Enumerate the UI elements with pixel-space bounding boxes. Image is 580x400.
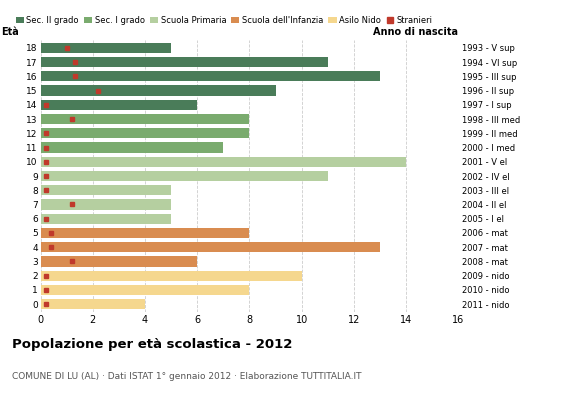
Text: Età: Età [1, 27, 19, 37]
Bar [41, 256, 197, 266]
Legend: Sec. II grado, Sec. I grado, Scuola Primaria, Scuola dell'Infanzia, Asilo Nido, : Sec. II grado, Sec. I grado, Scuola Prim… [16, 16, 433, 25]
Bar [41, 43, 171, 53]
Bar [41, 285, 249, 295]
Bar [41, 270, 302, 281]
Bar [41, 171, 328, 181]
Bar [41, 100, 197, 110]
Bar [41, 114, 249, 124]
Bar [41, 142, 223, 153]
Text: Popolazione per età scolastica - 2012: Popolazione per età scolastica - 2012 [12, 338, 292, 351]
Bar [41, 86, 276, 96]
Bar [41, 214, 171, 224]
Text: COMUNE DI LU (AL) · Dati ISTAT 1° gennaio 2012 · Elaborazione TUTTITALIA.IT: COMUNE DI LU (AL) · Dati ISTAT 1° gennai… [12, 372, 361, 381]
Bar [41, 128, 249, 138]
Text: Anno di nascita: Anno di nascita [373, 27, 458, 37]
Bar [41, 71, 380, 82]
Bar [41, 185, 171, 195]
Bar [41, 228, 249, 238]
Bar [41, 157, 406, 167]
Bar [41, 242, 380, 252]
Bar [41, 57, 328, 67]
Bar [41, 199, 171, 210]
Bar [41, 299, 145, 309]
